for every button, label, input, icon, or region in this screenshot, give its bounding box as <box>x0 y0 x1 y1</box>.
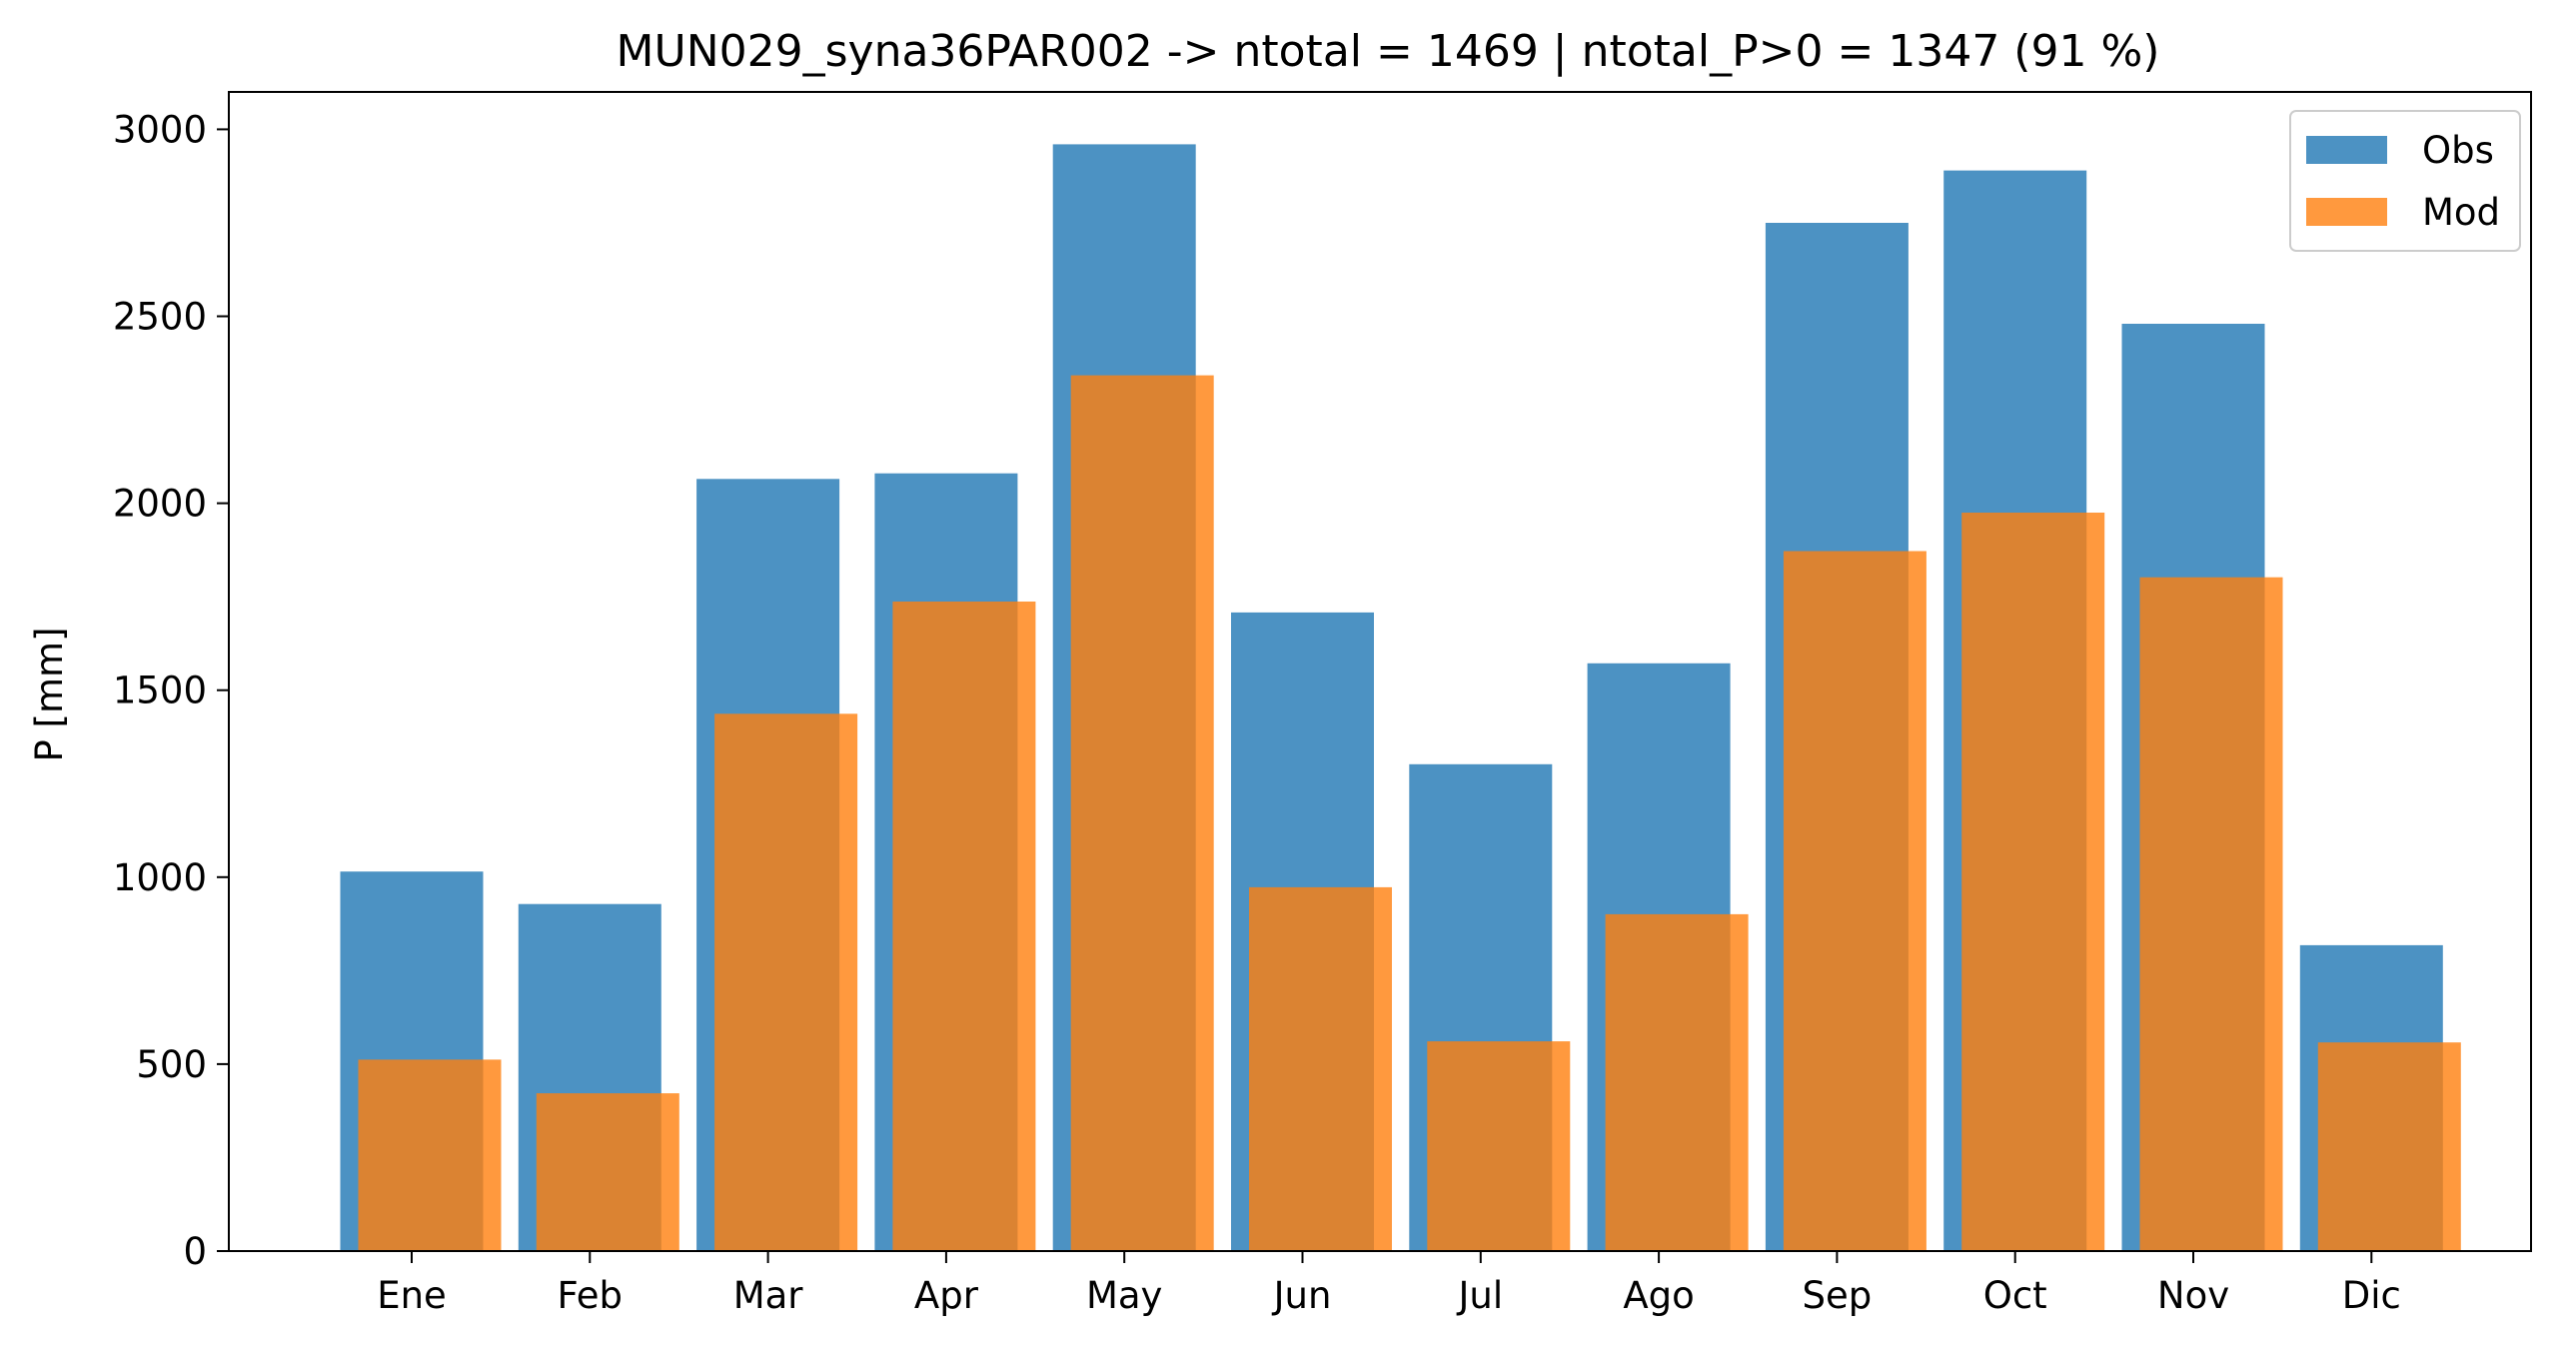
y-tick-label: 1500 <box>113 670 207 712</box>
plot-area-frame <box>228 91 2532 1252</box>
bar-mod-jun <box>1249 886 1392 1251</box>
y-axis-label: P [mm] <box>28 627 71 761</box>
bar-mod-feb <box>536 1093 679 1251</box>
x-tick-label-jun: Jun <box>1272 1274 1332 1317</box>
x-tick-label-ago: Ago <box>1623 1274 1694 1317</box>
legend-label-mod: Mod <box>2422 191 2500 234</box>
y-tick-label: 0 <box>183 1230 207 1273</box>
x-tick-label-jul: Jul <box>1456 1274 1503 1317</box>
x-tick-label-may: May <box>1086 1274 1163 1317</box>
ticks-layer: 0 500 1000 1500 2000 2500 3000 Ene Feb Mar Apr May J… <box>113 108 2401 1317</box>
chart-title: MUN029_syna36PAR002 -> ntotal = 1469 | n… <box>617 26 2160 77</box>
bar-mod-ago <box>1605 913 1749 1251</box>
y-tick-label: 2500 <box>113 296 207 339</box>
x-tick-label-dic: Dic <box>2342 1274 2401 1317</box>
y-tick-label: 1000 <box>113 856 207 899</box>
x-tick-label-apr: Apr <box>914 1274 979 1317</box>
y-tick-label: 3000 <box>113 108 207 151</box>
x-tick-label-mar: Mar <box>733 1274 804 1317</box>
bars-layer <box>340 144 2461 1252</box>
bar-mod-nov <box>2139 577 2283 1251</box>
bar-mod-jul <box>1427 1041 1571 1251</box>
y-tick-label: 500 <box>136 1043 207 1086</box>
x-tick-label-ene: Ene <box>377 1274 447 1317</box>
bar-mod-mar <box>714 713 858 1251</box>
bar-mod-sep <box>1783 551 1927 1251</box>
x-tick-label-nov: Nov <box>2157 1274 2229 1317</box>
bar-mod-dic <box>2317 1042 2461 1251</box>
legend-label-obs: Obs <box>2422 129 2494 172</box>
x-tick-label-feb: Feb <box>558 1274 624 1317</box>
bar-mod-ene <box>358 1059 502 1251</box>
y-tick-label: 2000 <box>113 483 207 526</box>
legend-swatch-mod <box>2306 198 2387 226</box>
bar-mod-oct <box>1961 513 2105 1251</box>
legend: Obs Mod <box>2289 110 2521 252</box>
bar-mod-may <box>1070 375 1214 1252</box>
x-tick-label-sep: Sep <box>1803 1274 1873 1317</box>
legend-swatch-obs <box>2306 136 2387 164</box>
x-tick-label-oct: Oct <box>1983 1274 2047 1317</box>
bar-mod-apr <box>892 602 1036 1251</box>
